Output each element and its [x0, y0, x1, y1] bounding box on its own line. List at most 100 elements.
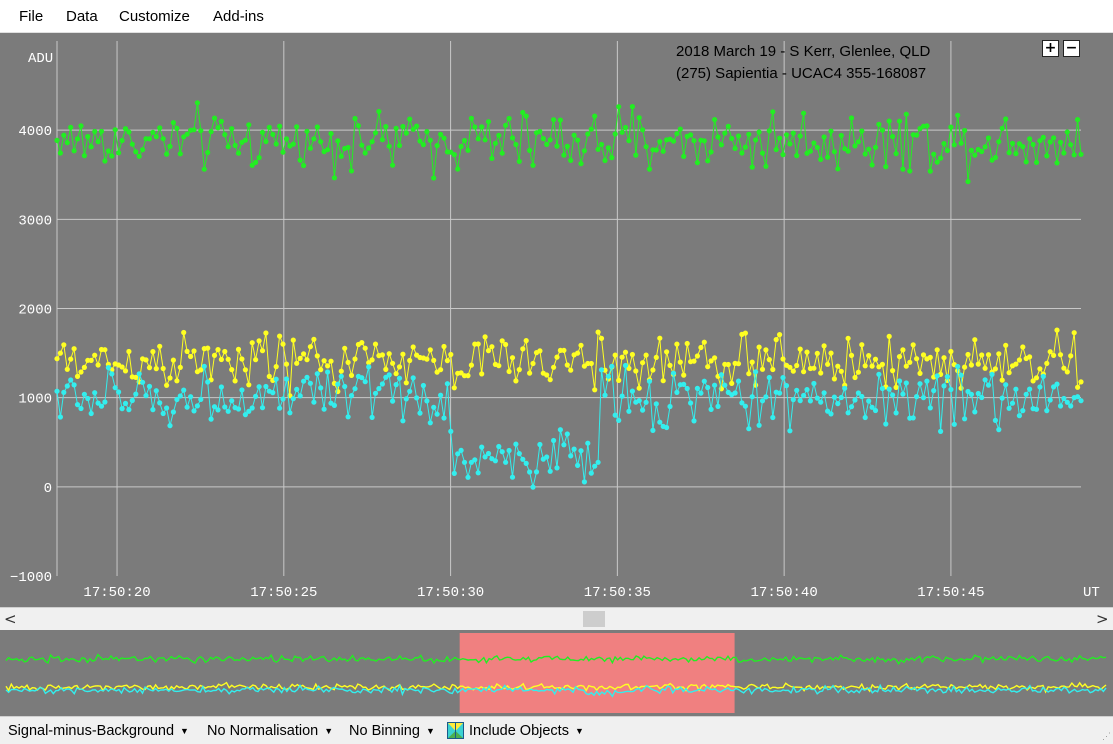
data-point	[783, 132, 790, 138]
data-point	[828, 128, 834, 134]
include-objects-dropdown[interactable]: Include Objects ▼	[469, 723, 584, 739]
data-point	[831, 394, 838, 400]
data-point	[129, 397, 135, 404]
data-point	[592, 113, 598, 119]
data-point	[523, 460, 529, 466]
data-point	[749, 164, 755, 170]
data-point	[588, 470, 594, 476]
data-point	[965, 388, 971, 395]
data-point	[852, 397, 858, 403]
data-point	[595, 146, 601, 152]
data-point	[273, 364, 279, 370]
data-point	[746, 426, 752, 432]
data-point	[667, 403, 673, 410]
horizontal-scrollbar[interactable]: < >	[0, 607, 1113, 630]
data-point	[848, 115, 855, 121]
data-point	[722, 130, 728, 136]
data-point	[777, 332, 783, 338]
data-point	[753, 369, 759, 375]
scroll-thumb[interactable]	[583, 611, 605, 627]
data-point	[211, 404, 218, 410]
data-point	[229, 126, 235, 132]
data-point	[297, 355, 303, 361]
data-point	[866, 353, 872, 359]
data-point	[657, 419, 663, 425]
data-point	[1051, 135, 1057, 141]
data-point	[88, 357, 94, 363]
data-point	[691, 418, 697, 424]
data-point	[270, 390, 276, 396]
data-point	[256, 338, 262, 344]
menu-file[interactable]: File	[19, 8, 44, 25]
data-point	[325, 147, 331, 153]
data-point	[78, 369, 84, 375]
data-point	[270, 131, 276, 137]
data-point	[770, 366, 776, 373]
data-point	[122, 400, 129, 406]
data-point	[311, 136, 317, 142]
scroll-left-icon[interactable]: <	[4, 610, 17, 628]
data-point	[503, 459, 509, 465]
data-point	[297, 157, 303, 163]
data-point	[643, 352, 649, 358]
signal-mode-dropdown[interactable]: Signal-minus-Background ▼	[8, 723, 189, 739]
data-point	[109, 371, 115, 377]
data-point	[102, 399, 108, 405]
data-point	[872, 144, 879, 150]
data-point	[1078, 398, 1084, 404]
data-point	[783, 383, 790, 389]
data-point	[859, 393, 865, 400]
scroll-right-icon[interactable]: >	[1096, 610, 1109, 628]
overview-chart[interactable]	[0, 630, 1113, 716]
data-point	[951, 421, 957, 427]
data-point	[835, 401, 841, 407]
overview-selection[interactable]	[459, 633, 735, 713]
data-point	[770, 109, 776, 115]
x-tick-label: 17:50:30	[417, 585, 484, 601]
data-point	[146, 383, 153, 389]
data-point	[181, 329, 187, 336]
resize-grip-icon[interactable]: ⋰	[1102, 731, 1111, 741]
data-point	[222, 348, 228, 355]
data-point	[814, 350, 820, 356]
data-point	[523, 338, 529, 344]
data-point	[294, 124, 300, 130]
data-point	[1013, 361, 1019, 367]
menu-customize[interactable]: Customize	[119, 8, 190, 25]
data-point	[629, 351, 636, 358]
data-point	[821, 343, 827, 349]
normalisation-dropdown[interactable]: No Normalisation ▼	[207, 723, 333, 739]
data-point	[311, 399, 317, 405]
data-point	[239, 356, 245, 362]
binning-dropdown[interactable]: No Binning ▼	[349, 723, 435, 739]
data-point	[232, 378, 238, 384]
data-point	[427, 137, 433, 143]
data-point	[122, 368, 129, 374]
data-point	[619, 354, 625, 360]
data-point	[1030, 378, 1036, 384]
data-point	[359, 340, 365, 346]
data-point	[164, 151, 170, 157]
data-point	[205, 345, 211, 351]
x-tick-label: 17:50:20	[83, 585, 150, 601]
data-point	[304, 128, 310, 134]
data-point	[325, 363, 331, 369]
menu-add-ins[interactable]: Add-ins	[213, 8, 264, 25]
data-point	[622, 362, 629, 369]
data-point	[609, 155, 615, 161]
data-point	[592, 463, 598, 469]
data-point	[229, 398, 235, 404]
data-point	[598, 367, 605, 373]
menu-data[interactable]: Data	[66, 8, 98, 25]
zoom-out-button[interactable]: −	[1063, 40, 1080, 57]
data-point	[160, 365, 166, 372]
zoom-in-button[interactable]: +	[1042, 40, 1059, 57]
data-point	[585, 131, 591, 137]
data-point	[544, 372, 550, 378]
light-curve-plot[interactable]: 4000 3000 2000 1000 0 −1000 17:50:20 17:50:25 1…	[0, 33, 1113, 607]
data-point	[650, 427, 656, 433]
include-objects-icon[interactable]	[447, 722, 464, 739]
data-point	[561, 347, 567, 353]
overview-strip[interactable]	[0, 630, 1113, 716]
